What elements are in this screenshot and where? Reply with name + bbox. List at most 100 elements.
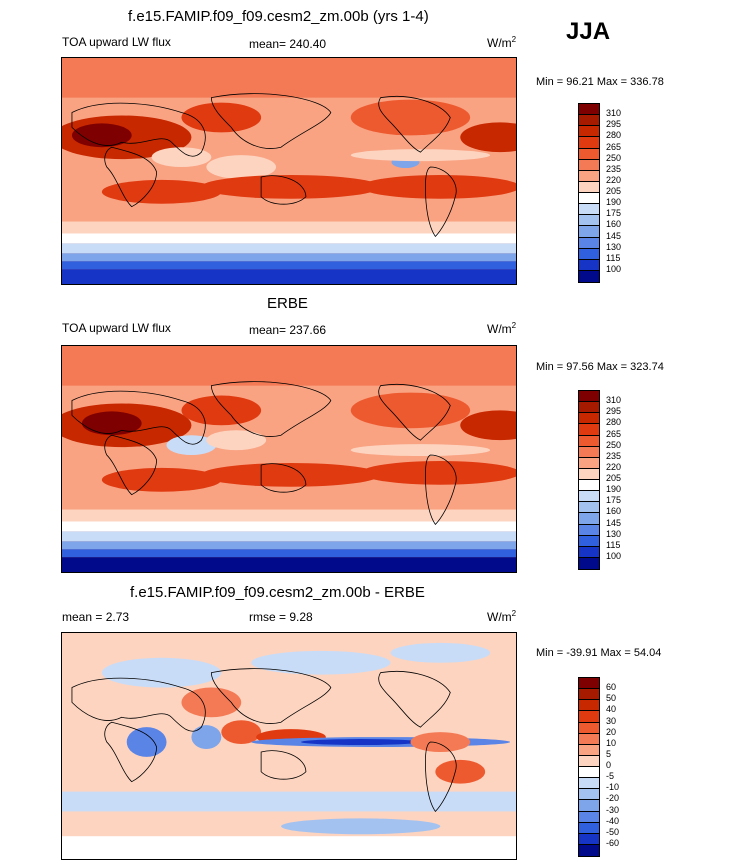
colorbar-tick-label: 175 (606, 208, 622, 219)
panel1-map (61, 57, 517, 285)
colorbar-tick-label: 205 (606, 186, 622, 196)
season-label: JJA (566, 18, 611, 45)
colorbar-tick-label: -5 (606, 771, 615, 782)
colorbar-box (579, 711, 599, 723)
colorbar-tick-label: 175 (606, 495, 622, 506)
colorbar-box (579, 270, 599, 282)
panel2-colorbar-labels: 310 295 280 265 250 235 220 205 190 175 160 145 130 1… (606, 390, 636, 570)
colorbar-tick-label: 50 (606, 693, 617, 704)
colorbar-tick-label: 250 (606, 152, 622, 163)
colorbar-tick-label: 235 (606, 450, 622, 461)
colorbar-tick-label: 115 (606, 539, 621, 550)
panel2-title: ERBE (267, 295, 308, 312)
colorbar-box (579, 689, 599, 701)
colorbar-tick-label: 130 (606, 241, 622, 252)
colorbar-box (579, 104, 599, 116)
panel3-minmax: Min = -39.91 Max = 54.04 (536, 647, 662, 659)
colorbar-tick-label: 250 (606, 439, 622, 450)
panel2-mean: mean= 237.66 (249, 323, 327, 337)
colorbar-box (579, 700, 599, 712)
colorbar-box (579, 137, 599, 149)
panel3-map (61, 632, 517, 860)
panel2-units: W/m2 (487, 321, 517, 336)
colorbar-tick-label: 220 (606, 174, 622, 185)
panel3-colorbar-labels: 60 50 40 30 20 10 5 0 -5 -10 -20 -30 -40 -50 -60 (606, 677, 636, 857)
colorbar-tick-label: -10 (606, 782, 620, 793)
colorbar-box (579, 237, 599, 249)
colorbar-box (579, 502, 599, 514)
colorbar-box (579, 535, 599, 547)
panel1-colorbar-labels: 310 295 280 265 250 235 220 205 190 175 160 145 130 1… (606, 103, 636, 283)
colorbar-tick-label: 115 (606, 252, 621, 263)
colorbar-tick-label: 295 (606, 119, 622, 130)
colorbar-box (579, 844, 599, 856)
colorbar-tick-label: 190 (606, 484, 622, 495)
colorbar-box (579, 391, 599, 403)
colorbar-box (579, 181, 599, 193)
colorbar-tick-label: -20 (606, 793, 620, 804)
colorbar-box (579, 446, 599, 458)
colorbar-box (579, 148, 599, 160)
panel2-map (61, 345, 517, 573)
colorbar-box (579, 226, 599, 238)
panel2-colorbar (578, 390, 600, 570)
colorbar-box (579, 678, 599, 690)
colorbar-tick-label: 310 (606, 108, 622, 119)
panel2-minmax: Min = 97.56 Max = 323.74 (536, 361, 664, 373)
colorbar-box (579, 424, 599, 436)
colorbar-tick-label: 280 (606, 417, 622, 428)
colorbar-tick-label: 30 (606, 715, 617, 726)
colorbar-tick-label: 60 (606, 682, 617, 693)
colorbar-tick-label: 20 (606, 726, 617, 737)
colorbar-tick-label: 130 (606, 528, 622, 539)
colorbar-tick-label: -50 (606, 826, 620, 837)
colorbar-tick-label: 190 (606, 197, 622, 208)
colorbar-tick-label: 160 (606, 506, 622, 517)
colorbar-box (579, 115, 599, 127)
colorbar-tick-label: 145 (606, 517, 622, 528)
colorbar-box (579, 546, 599, 558)
colorbar-box (579, 248, 599, 260)
panel1-mean: mean= 240.40 (249, 37, 327, 51)
colorbar-tick-label: 265 (606, 428, 622, 439)
colorbar-box (579, 480, 599, 492)
colorbar-tick-label: 0 (606, 760, 612, 770)
colorbar-box (579, 755, 599, 767)
colorbar-tick-label: 280 (606, 130, 622, 141)
panel3-colorbar (578, 677, 600, 857)
colorbar-box (579, 159, 599, 171)
colorbar-tick-label: 160 (606, 219, 622, 230)
colorbar-box (579, 811, 599, 823)
colorbar-tick-label: 235 (606, 163, 622, 174)
colorbar-tick-label: -40 (606, 815, 620, 826)
colorbar-box (579, 767, 599, 779)
panel2-variable: TOA upward LW flux (62, 321, 171, 335)
colorbar-box (579, 491, 599, 503)
panel2-colorbar-fill (579, 391, 599, 569)
colorbar-box (579, 413, 599, 425)
panel1-colorbar-fill (579, 104, 599, 282)
colorbar-box (579, 215, 599, 227)
colorbar-box (579, 733, 599, 745)
panel1-units: W/m2 (487, 35, 517, 50)
panel1-colorbar (578, 103, 600, 283)
colorbar-box (579, 170, 599, 182)
panel3-colorbar-fill (579, 678, 599, 856)
colorbar-box (579, 259, 599, 271)
colorbar-tick-label: 100 (606, 263, 622, 274)
colorbar-box (579, 800, 599, 812)
colorbar-tick-label: 100 (606, 550, 622, 561)
colorbar-box (579, 468, 599, 480)
colorbar-box (579, 789, 599, 801)
colorbar-tick-label: 10 (606, 737, 617, 748)
colorbar-tick-label: 295 (606, 406, 622, 417)
colorbar-box (579, 833, 599, 845)
colorbar-tick-label: 205 (606, 473, 622, 483)
colorbar-tick-label: -60 (606, 837, 620, 848)
colorbar-tick-label: 145 (606, 230, 622, 241)
colorbar-box (579, 513, 599, 525)
panel1-minmax: Min = 96.21 Max = 336.78 (536, 76, 664, 88)
panel3-mean: mean = 2.73 (62, 610, 130, 624)
colorbar-box (579, 722, 599, 734)
colorbar-tick-label: 5 (606, 748, 612, 759)
